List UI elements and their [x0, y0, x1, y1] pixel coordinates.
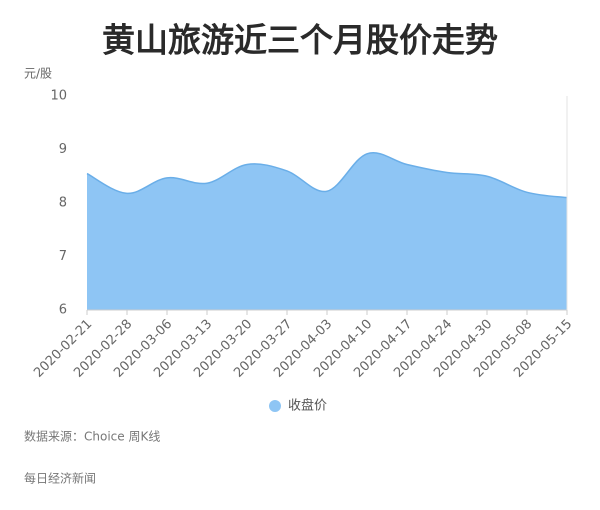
y-axis-unit: 元/股	[24, 67, 52, 81]
y-tick-label: 6	[59, 303, 67, 318]
y-tick-label: 9	[59, 142, 67, 157]
y-tick-label: 10	[50, 89, 67, 104]
publisher: 每日经济新闻	[24, 471, 96, 486]
source-note: 数据来源：Choice 周K线	[24, 429, 160, 444]
y-tick-label: 7	[59, 249, 67, 264]
y-tick-label: 8	[59, 196, 67, 211]
legend-marker	[269, 400, 281, 412]
line	[86, 152, 568, 199]
area	[87, 152, 567, 310]
legend-label: 收盘价	[288, 398, 327, 414]
chart-title: 黄山旅游近三个月股价走势	[102, 21, 498, 60]
